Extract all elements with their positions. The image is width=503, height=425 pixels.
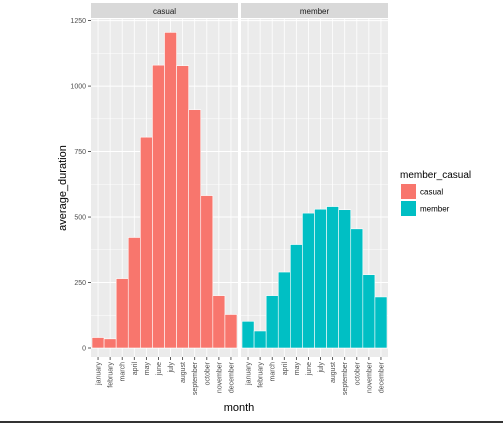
bar-member-may <box>290 244 303 349</box>
bar-casual-july <box>164 32 177 349</box>
strip-member <box>241 3 388 18</box>
x-tick-label-june: june <box>156 362 163 376</box>
x-tick-label-october: october <box>204 361 211 385</box>
x-tick-label-november: november <box>216 361 223 393</box>
y-axis: 0 250 500 750 1000 1250 <box>70 18 91 353</box>
bar-member-august <box>326 206 339 349</box>
x-tick-label-october: october <box>354 361 361 385</box>
x-tick-label-february: february <box>258 362 265 388</box>
bar-casual-march <box>115 278 129 349</box>
x-tick-label-august: august <box>180 362 187 383</box>
bar-casual-august <box>176 65 189 349</box>
x-tick-label-january: january <box>96 362 103 386</box>
legend-key-casual <box>401 184 416 199</box>
bar-member-june <box>302 212 315 349</box>
strip-label-casual: casual <box>153 7 176 16</box>
x-tick-label-december: december <box>228 361 235 393</box>
bar-member-july <box>314 208 327 349</box>
x-tick-label-january: january <box>246 362 253 386</box>
x-tick-label-may: may <box>144 362 151 376</box>
x-tick-label-april: april <box>282 362 289 376</box>
y-tick-label: 500 <box>74 215 86 222</box>
legend: member_casual casual member <box>400 170 471 216</box>
strip-casual <box>91 3 238 18</box>
bar-casual-april <box>127 237 141 349</box>
x-tick-label-june: june <box>306 362 313 376</box>
x-tick-label-november: november <box>366 361 373 393</box>
bottom-divider <box>0 421 503 423</box>
x-tick-label-february: february <box>108 362 115 388</box>
x-tick-label-july: july <box>168 362 175 374</box>
bar-casual-december <box>224 314 238 349</box>
bar-casual-february <box>103 338 117 349</box>
y-tick-label: 1250 <box>70 18 86 25</box>
x-tick-label-april: april <box>132 362 139 376</box>
x-tick-label-july: july <box>318 362 325 374</box>
x-axis: january february march april may june july augu… <box>96 357 385 395</box>
bar-member-april <box>277 271 291 349</box>
bar-casual-june <box>152 64 165 349</box>
x-tick-label-december: december <box>378 361 385 393</box>
x-tick-label-september: september <box>342 361 349 395</box>
legend-label-member: member <box>420 205 450 214</box>
bar-member-december <box>374 296 388 349</box>
bar-member-october <box>350 228 364 349</box>
bar-member-september <box>338 209 352 349</box>
y-tick-label: 750 <box>74 149 86 156</box>
panel-casual: casual <box>91 3 238 357</box>
facet-panels: casual member <box>91 3 388 357</box>
bar-member-february <box>253 330 267 349</box>
y-tick-label: 1000 <box>70 84 86 91</box>
y-tick-label: 250 <box>74 280 86 287</box>
legend-title: member_casual <box>400 170 471 181</box>
legend-label-casual: casual <box>420 188 443 197</box>
legend-key-member <box>401 201 416 216</box>
y-axis-title: average_duration <box>57 145 69 231</box>
bar-casual-october <box>200 195 214 349</box>
x-tick-label-august: august <box>330 362 337 383</box>
bar-casual-september <box>188 109 202 349</box>
x-tick-label-march: march <box>270 362 277 382</box>
bar-member-january <box>241 320 255 349</box>
x-tick-label-may: may <box>294 362 301 376</box>
bar-casual-january <box>91 337 105 349</box>
bar-casual-may <box>140 136 153 349</box>
x-tick-label-september: september <box>192 361 199 395</box>
x-axis-title: month <box>224 402 255 414</box>
strip-label-member: member <box>300 7 330 16</box>
panel-member: member <box>241 3 388 357</box>
bar-member-march <box>265 295 279 349</box>
bar-member-november <box>362 274 376 349</box>
y-tick-label: 0 <box>82 346 86 353</box>
bar-casual-november <box>212 295 226 349</box>
x-tick-label-march: march <box>120 362 127 382</box>
